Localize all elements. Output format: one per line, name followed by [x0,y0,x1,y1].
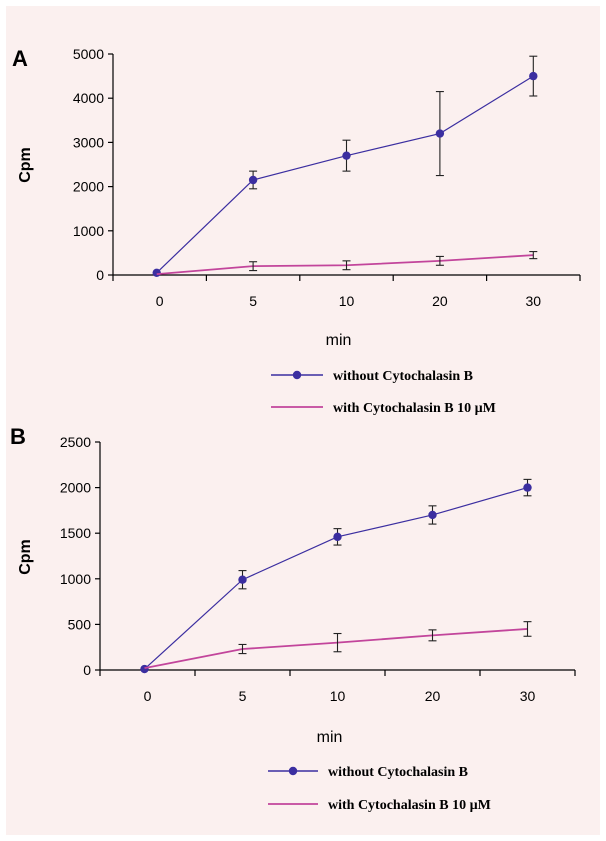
legend: without Cytochalasin B with Cytochalasin … [268,765,491,813]
data-point [152,268,161,277]
y-axis-title: Cpm [17,147,34,183]
x-tick-label: 10 [330,688,346,704]
series-without-cytochalasin [152,55,538,277]
x-tick-label: 30 [520,688,536,704]
panel-letter-b: B [10,424,26,449]
y-tick-label: 0 [83,662,91,678]
legend-label: without Cytochalasin B [328,765,468,780]
data-point [523,483,532,492]
data-point [428,510,437,520]
y-tick-label: 3000 [73,134,104,150]
x-tick-label: 0 [156,293,164,309]
x-tick-label: 5 [239,688,247,704]
legend-marker [288,766,298,776]
data-point [238,575,247,584]
series-with-cytochalasin [156,251,538,276]
y-axis-title: Cpm [17,539,34,575]
y-tick-label: 1000 [73,223,104,239]
y-tick-label: 4000 [73,90,104,106]
legend-label: with Cytochalasin B 10 µM [328,798,491,813]
data-point [333,532,342,542]
data-point [140,664,149,674]
panel-b: B 0 500 1000 1500 2000 2500 0 5 10 20 30 Cpm min witho… [10,424,576,813]
y-tick-label: 2000 [60,480,91,496]
series-without-cytochalasin [140,478,532,674]
y-tick-label: 2000 [73,179,104,195]
data-point [529,71,538,81]
y-tick-label: 1500 [60,525,91,541]
data-point [248,175,258,185]
panel-a: A 0 1000 2000 3000 4000 5000 0 5 10 20 30 Cpm min with… [12,46,581,416]
data-point [342,151,351,160]
x-tick-label: 20 [432,293,448,309]
x-tick-label: 0 [144,688,152,704]
legend: without Cytochalasin B with Cytochalasin … [271,369,496,416]
y-tick-label: 5000 [73,46,104,62]
y-tick-label: 0 [96,267,104,283]
x-tick-label: 30 [526,293,542,309]
series-with-cytochalasin [144,621,532,670]
x-tick-label: 10 [339,293,355,309]
y-tick-label: 2500 [60,434,91,450]
x-tick-label: 20 [425,688,441,704]
x-tick-label: 5 [249,293,257,309]
legend-marker [292,370,302,380]
x-axis-title: min [326,332,352,349]
data-point [435,129,445,138]
y-tick-label: 500 [68,616,92,632]
figure-background [6,6,600,835]
x-axis-title: min [317,729,343,746]
y-tick-label: 1000 [60,571,91,587]
legend-label: without Cytochalasin B [333,369,473,384]
panel-letter-a: A [12,46,28,71]
legend-label: with Cytochalasin B 10 µM [333,401,496,416]
